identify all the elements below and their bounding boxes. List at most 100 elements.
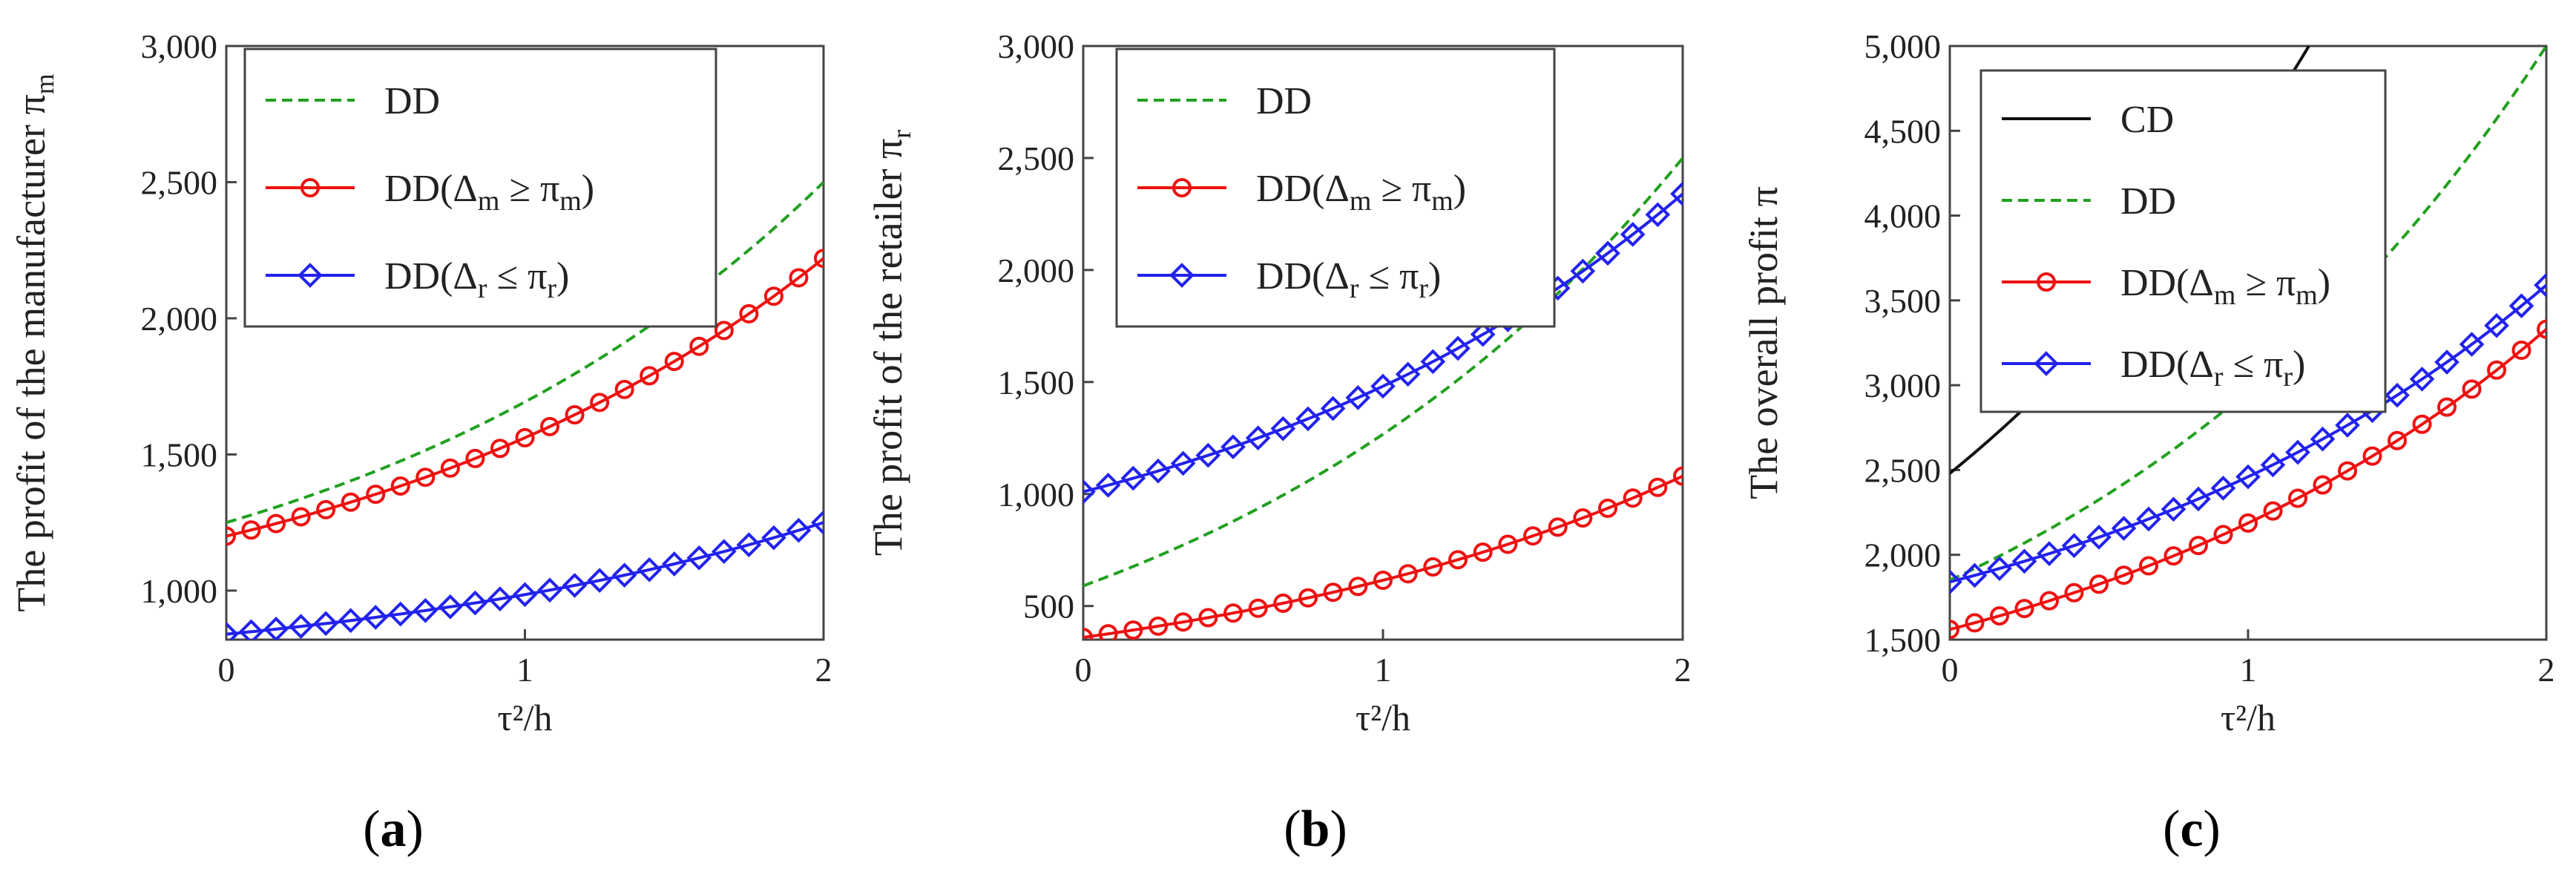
data-point-red [440, 458, 460, 478]
y-axis-label: The profit of the retailer πr [866, 130, 916, 557]
data-point-red [1398, 564, 1418, 584]
data-point-blue [1620, 222, 1646, 247]
data-point-red [739, 303, 759, 324]
x-tick-label: 0 [1942, 651, 1959, 689]
data-point-blue [2086, 525, 2112, 550]
data-point-red [814, 249, 824, 269]
data-point-red [2263, 501, 2283, 521]
series-line-blue [226, 521, 824, 636]
data-point-red [490, 439, 510, 459]
data-point-blue [537, 577, 562, 603]
panel-label: (b) [1284, 801, 1347, 858]
data-point-red [2189, 536, 2208, 556]
data-point-blue [1120, 465, 1146, 491]
y-tick-label: 4,500 [1864, 112, 1942, 150]
data-point-red [1198, 608, 1218, 628]
chart-panel-a: 1,000 1,500 2,000 2,500 3,000 0 1 2 τ²/h The prof… [9, 27, 832, 738]
data-point-blue [462, 590, 488, 616]
series-line-red [1950, 328, 2546, 631]
legend-marker [2037, 272, 2056, 292]
data-point-blue [2061, 533, 2087, 559]
data-point-red [2163, 546, 2184, 566]
x-tick-label: 0 [1075, 651, 1092, 689]
legend-label: DD [384, 80, 440, 122]
legend-box [1115, 47, 1556, 328]
data-point-red [2139, 556, 2158, 576]
data-point-red [415, 467, 436, 488]
data-point-blue [288, 614, 314, 639]
y-tick-label: 4,000 [1864, 197, 1942, 235]
data-point-blue [1095, 473, 1121, 498]
data-point-blue [1083, 479, 1096, 505]
series-line-blue [1950, 283, 2546, 584]
y-tick-label: 2,500 [1864, 451, 1942, 489]
data-point-red [1123, 620, 1143, 640]
data-point-blue [263, 617, 289, 640]
data-point-blue [1345, 385, 1371, 410]
data-point-blue [587, 568, 612, 594]
data-point-blue [1595, 240, 1620, 266]
data-point-red [1648, 477, 1668, 497]
legend-label: DD(Δm ≥ πm) [384, 168, 594, 217]
data-point-red [714, 321, 734, 341]
data-point-red [2288, 488, 2307, 508]
y-tick-label: 3,500 [1864, 282, 1942, 320]
data-point-blue [2235, 464, 2261, 490]
data-point-red [1473, 542, 1493, 562]
y-tick-label: 2,000 [1864, 536, 1942, 574]
legend-marker [298, 263, 323, 288]
data-point-red [2064, 582, 2084, 603]
data-point-red [390, 476, 410, 496]
data-point-blue [811, 510, 824, 536]
data-point-red [1298, 588, 1318, 608]
data-point-red [540, 416, 560, 436]
data-point-red [1373, 570, 1393, 590]
data-point-blue [1420, 349, 1446, 375]
data-point-red [1498, 534, 1518, 554]
data-point-red [1623, 488, 1643, 508]
data-point-blue [661, 551, 687, 577]
data-point-blue [2335, 413, 2360, 438]
y-tick-label: 5,000 [1864, 27, 1942, 65]
legend-label: DD(Δr ≤ πr) [384, 255, 569, 304]
data-point-blue [2260, 452, 2286, 478]
data-point-blue [2409, 367, 2435, 392]
data-point-red [2511, 340, 2531, 360]
series-line-red [1083, 474, 1683, 639]
data-point-red [1673, 466, 1683, 486]
data-point-blue [1245, 425, 1271, 451]
data-point-red [1149, 616, 1168, 636]
y-axis-label: The profit of the manufacturer πm [9, 73, 59, 611]
data-point-red [640, 366, 660, 386]
legend-label: DD(Δr ≤ πr) [1256, 255, 1441, 304]
data-point-blue [2310, 426, 2336, 452]
data-point-blue [1950, 569, 1962, 595]
data-point-blue [2459, 332, 2485, 357]
data-point-blue [1570, 258, 1596, 284]
series-group [1083, 157, 1683, 640]
data-point-red [2412, 414, 2432, 434]
data-point-red [1523, 526, 1542, 546]
data-point-red [2462, 379, 2482, 399]
x-tick-label: 2 [815, 651, 832, 689]
data-point-red [789, 268, 809, 288]
data-point-blue [2508, 293, 2534, 319]
data-point-blue [2534, 272, 2546, 298]
data-point-blue [487, 586, 513, 611]
x-tick-label: 2 [2538, 651, 2555, 689]
data-point-blue [637, 557, 663, 582]
data-point-red [565, 404, 585, 424]
data-point-blue [736, 532, 762, 558]
series-line-green [226, 181, 824, 525]
y-tick-label: 1,500 [141, 436, 218, 473]
data-point-blue [2285, 439, 2310, 465]
data-point-blue [2011, 548, 2037, 574]
data-point-red [1173, 612, 1193, 632]
y-tick-label: 3,000 [1864, 367, 1942, 404]
data-point-red [2388, 430, 2407, 450]
data-point-blue [1670, 181, 1683, 207]
data-point-red [590, 393, 610, 413]
data-point-blue [761, 525, 786, 551]
data-point-blue [2111, 516, 2137, 541]
